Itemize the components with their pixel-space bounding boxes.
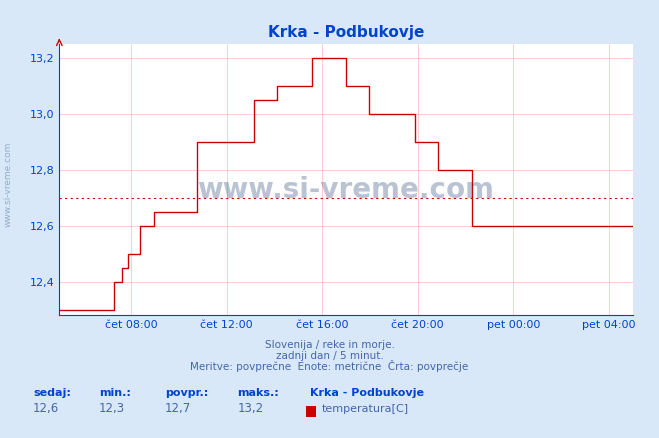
- Text: Slovenija / reke in morje.: Slovenija / reke in morje.: [264, 340, 395, 350]
- Text: 12,3: 12,3: [99, 402, 125, 415]
- Text: povpr.:: povpr.:: [165, 389, 208, 399]
- Text: Meritve: povprečne  Enote: metrične  Črta: povprečje: Meritve: povprečne Enote: metrične Črta:…: [190, 360, 469, 372]
- Text: 13,2: 13,2: [237, 402, 264, 415]
- Text: 12,7: 12,7: [165, 402, 191, 415]
- Text: www.si-vreme.com: www.si-vreme.com: [4, 141, 13, 226]
- Text: maks.:: maks.:: [237, 389, 279, 399]
- Text: zadnji dan / 5 minut.: zadnji dan / 5 minut.: [275, 351, 384, 361]
- Title: Krka - Podbukovje: Krka - Podbukovje: [268, 25, 424, 40]
- Text: 12,6: 12,6: [33, 402, 59, 415]
- Text: temperatura[C]: temperatura[C]: [322, 404, 409, 414]
- Text: min.:: min.:: [99, 389, 130, 399]
- Text: sedaj:: sedaj:: [33, 389, 71, 399]
- Text: www.si-vreme.com: www.si-vreme.com: [198, 177, 494, 205]
- Text: Krka - Podbukovje: Krka - Podbukovje: [310, 389, 424, 399]
